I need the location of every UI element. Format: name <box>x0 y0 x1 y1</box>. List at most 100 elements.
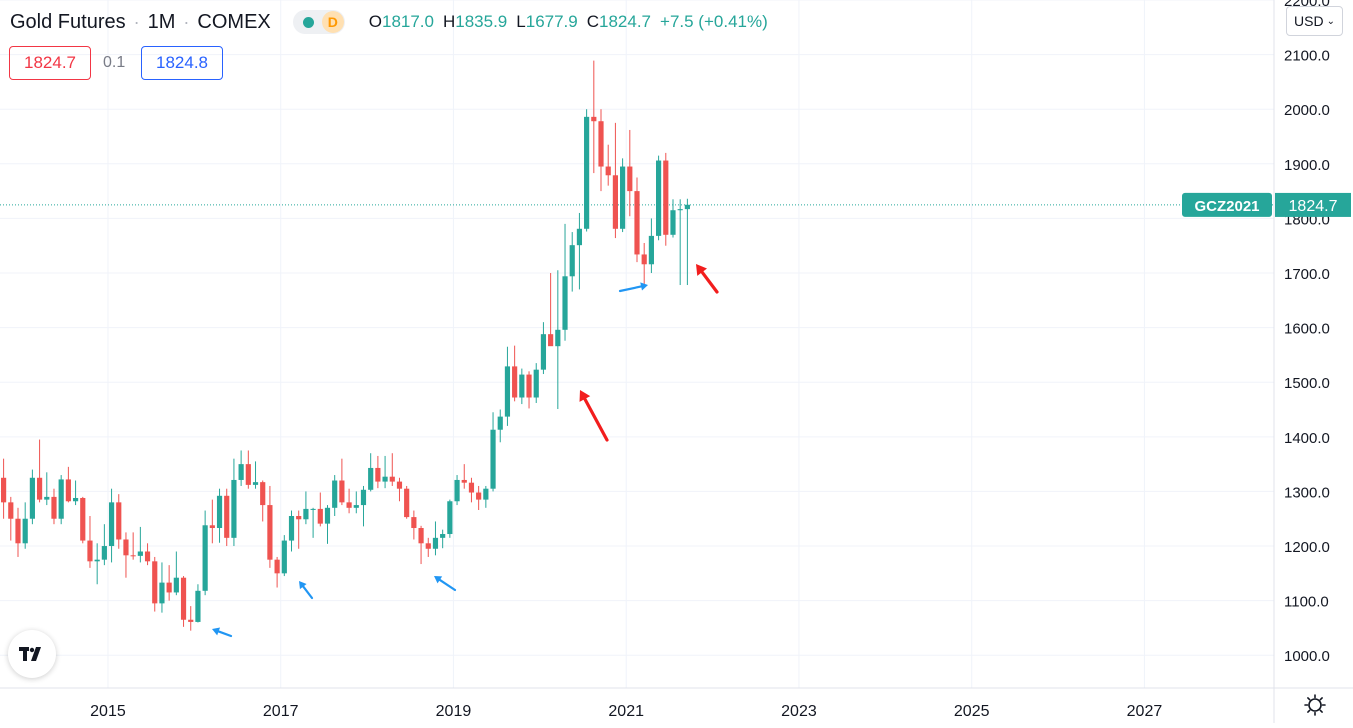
candle-body[interactable] <box>224 495 230 538</box>
candle-body[interactable] <box>44 496 50 500</box>
market-status-pill[interactable]: D <box>292 10 345 34</box>
candle-body[interactable] <box>641 254 647 265</box>
candle-body[interactable] <box>188 619 194 622</box>
candle-body[interactable] <box>339 480 345 503</box>
candle-body[interactable] <box>274 559 280 574</box>
candle-body[interactable] <box>296 516 302 520</box>
candle-body[interactable] <box>483 488 489 500</box>
annotation-arrow[interactable] <box>434 576 457 592</box>
candle-body[interactable] <box>382 476 388 482</box>
candle-body[interactable] <box>670 210 676 235</box>
candle-body[interactable] <box>512 366 518 398</box>
candle-body[interactable] <box>252 482 259 485</box>
candle-body[interactable] <box>591 116 597 122</box>
candle-body[interactable] <box>540 334 547 370</box>
candle-body[interactable] <box>504 366 511 417</box>
candle-body[interactable] <box>627 166 633 192</box>
candle-body[interactable] <box>8 502 14 519</box>
candle-body[interactable] <box>195 590 201 622</box>
candle-body[interactable] <box>267 505 273 560</box>
candle-body[interactable] <box>152 561 158 604</box>
candle-body[interactable] <box>368 467 374 490</box>
candle-body[interactable] <box>353 505 359 508</box>
candle-body[interactable] <box>173 577 179 593</box>
candle-body[interactable] <box>116 502 122 540</box>
candle-body[interactable] <box>58 479 64 519</box>
annotation-arrow[interactable] <box>618 282 648 293</box>
candle-body[interactable] <box>677 209 683 211</box>
sell-price-box[interactable]: 1824.7 <box>9 46 91 80</box>
candle-body[interactable] <box>281 540 287 574</box>
last-price-tag[interactable]: GCZ2021 1824.7 <box>1182 192 1351 217</box>
candle-body[interactable] <box>497 416 503 430</box>
interval-label[interactable]: 1M <box>147 10 176 33</box>
candle-body[interactable] <box>396 481 403 489</box>
candle-body[interactable] <box>605 166 611 176</box>
candle-body[interactable] <box>425 543 431 549</box>
candle-body[interactable] <box>440 534 446 538</box>
candle-body[interactable] <box>36 477 43 500</box>
candle-body[interactable] <box>548 334 554 347</box>
candle-body[interactable] <box>144 551 151 562</box>
symbol-title[interactable]: Gold Futures <box>10 10 126 33</box>
candle-body[interactable] <box>684 204 690 210</box>
currency-selector[interactable]: USD ⌄ <box>1286 6 1343 36</box>
candle-body[interactable] <box>216 495 223 529</box>
delayed-data-badge[interactable]: D <box>321 11 344 33</box>
candle-body[interactable] <box>360 489 367 506</box>
candle-body[interactable] <box>346 502 352 508</box>
candle-body[interactable] <box>490 429 496 489</box>
candle-body[interactable] <box>288 516 295 541</box>
candle-body[interactable] <box>94 559 100 562</box>
candle-body[interactable] <box>87 540 93 562</box>
candle-body[interactable] <box>519 374 525 398</box>
candle-body[interactable] <box>1 477 7 503</box>
candle-body[interactable] <box>411 517 417 529</box>
candle-body[interactable] <box>65 479 71 502</box>
candle-body[interactable] <box>209 525 215 529</box>
candle-body[interactable] <box>526 374 532 398</box>
candle-body[interactable] <box>317 508 323 524</box>
candle-body[interactable] <box>324 507 331 524</box>
candle-body[interactable] <box>159 582 165 604</box>
candle-body[interactable] <box>260 482 266 506</box>
candle-body[interactable] <box>656 160 662 236</box>
candle-body[interactable] <box>51 496 57 519</box>
candle-body[interactable] <box>562 276 568 330</box>
candle-body[interactable] <box>238 464 244 480</box>
candle-body[interactable] <box>612 175 618 229</box>
candle-body[interactable] <box>101 546 107 560</box>
candle-body[interactable] <box>245 464 251 485</box>
candle-body[interactable] <box>22 518 28 544</box>
annotation-arrow[interactable] <box>212 627 233 638</box>
candle-body[interactable] <box>72 497 79 502</box>
candle-body[interactable] <box>468 482 475 493</box>
candle-body[interactable] <box>108 502 115 547</box>
candle-body[interactable] <box>303 508 309 520</box>
tradingview-logo-icon[interactable] <box>8 630 56 678</box>
candle-body[interactable] <box>404 488 410 518</box>
candle-body[interactable] <box>231 479 237 538</box>
candle-body[interactable] <box>310 508 316 510</box>
candle-body[interactable] <box>166 582 172 593</box>
candle-body[interactable] <box>123 539 129 556</box>
candle-body[interactable] <box>332 480 338 508</box>
candle-body[interactable] <box>432 537 439 549</box>
candle-body[interactable] <box>389 476 395 482</box>
candle-body[interactable] <box>454 479 460 502</box>
candle-body[interactable] <box>15 518 21 544</box>
candle-body[interactable] <box>418 528 424 544</box>
annotation-arrow[interactable] <box>299 581 314 600</box>
candle-body[interactable] <box>461 479 467 483</box>
candle-body[interactable] <box>447 501 453 535</box>
candle-body[interactable] <box>634 191 640 255</box>
candle-body[interactable] <box>476 492 482 500</box>
candle-body[interactable] <box>663 160 669 235</box>
candle-body[interactable] <box>576 228 583 246</box>
candle-body[interactable] <box>375 467 381 482</box>
candle-body[interactable] <box>80 497 86 541</box>
candle-body[interactable] <box>180 577 187 620</box>
candle-body[interactable] <box>533 369 539 398</box>
